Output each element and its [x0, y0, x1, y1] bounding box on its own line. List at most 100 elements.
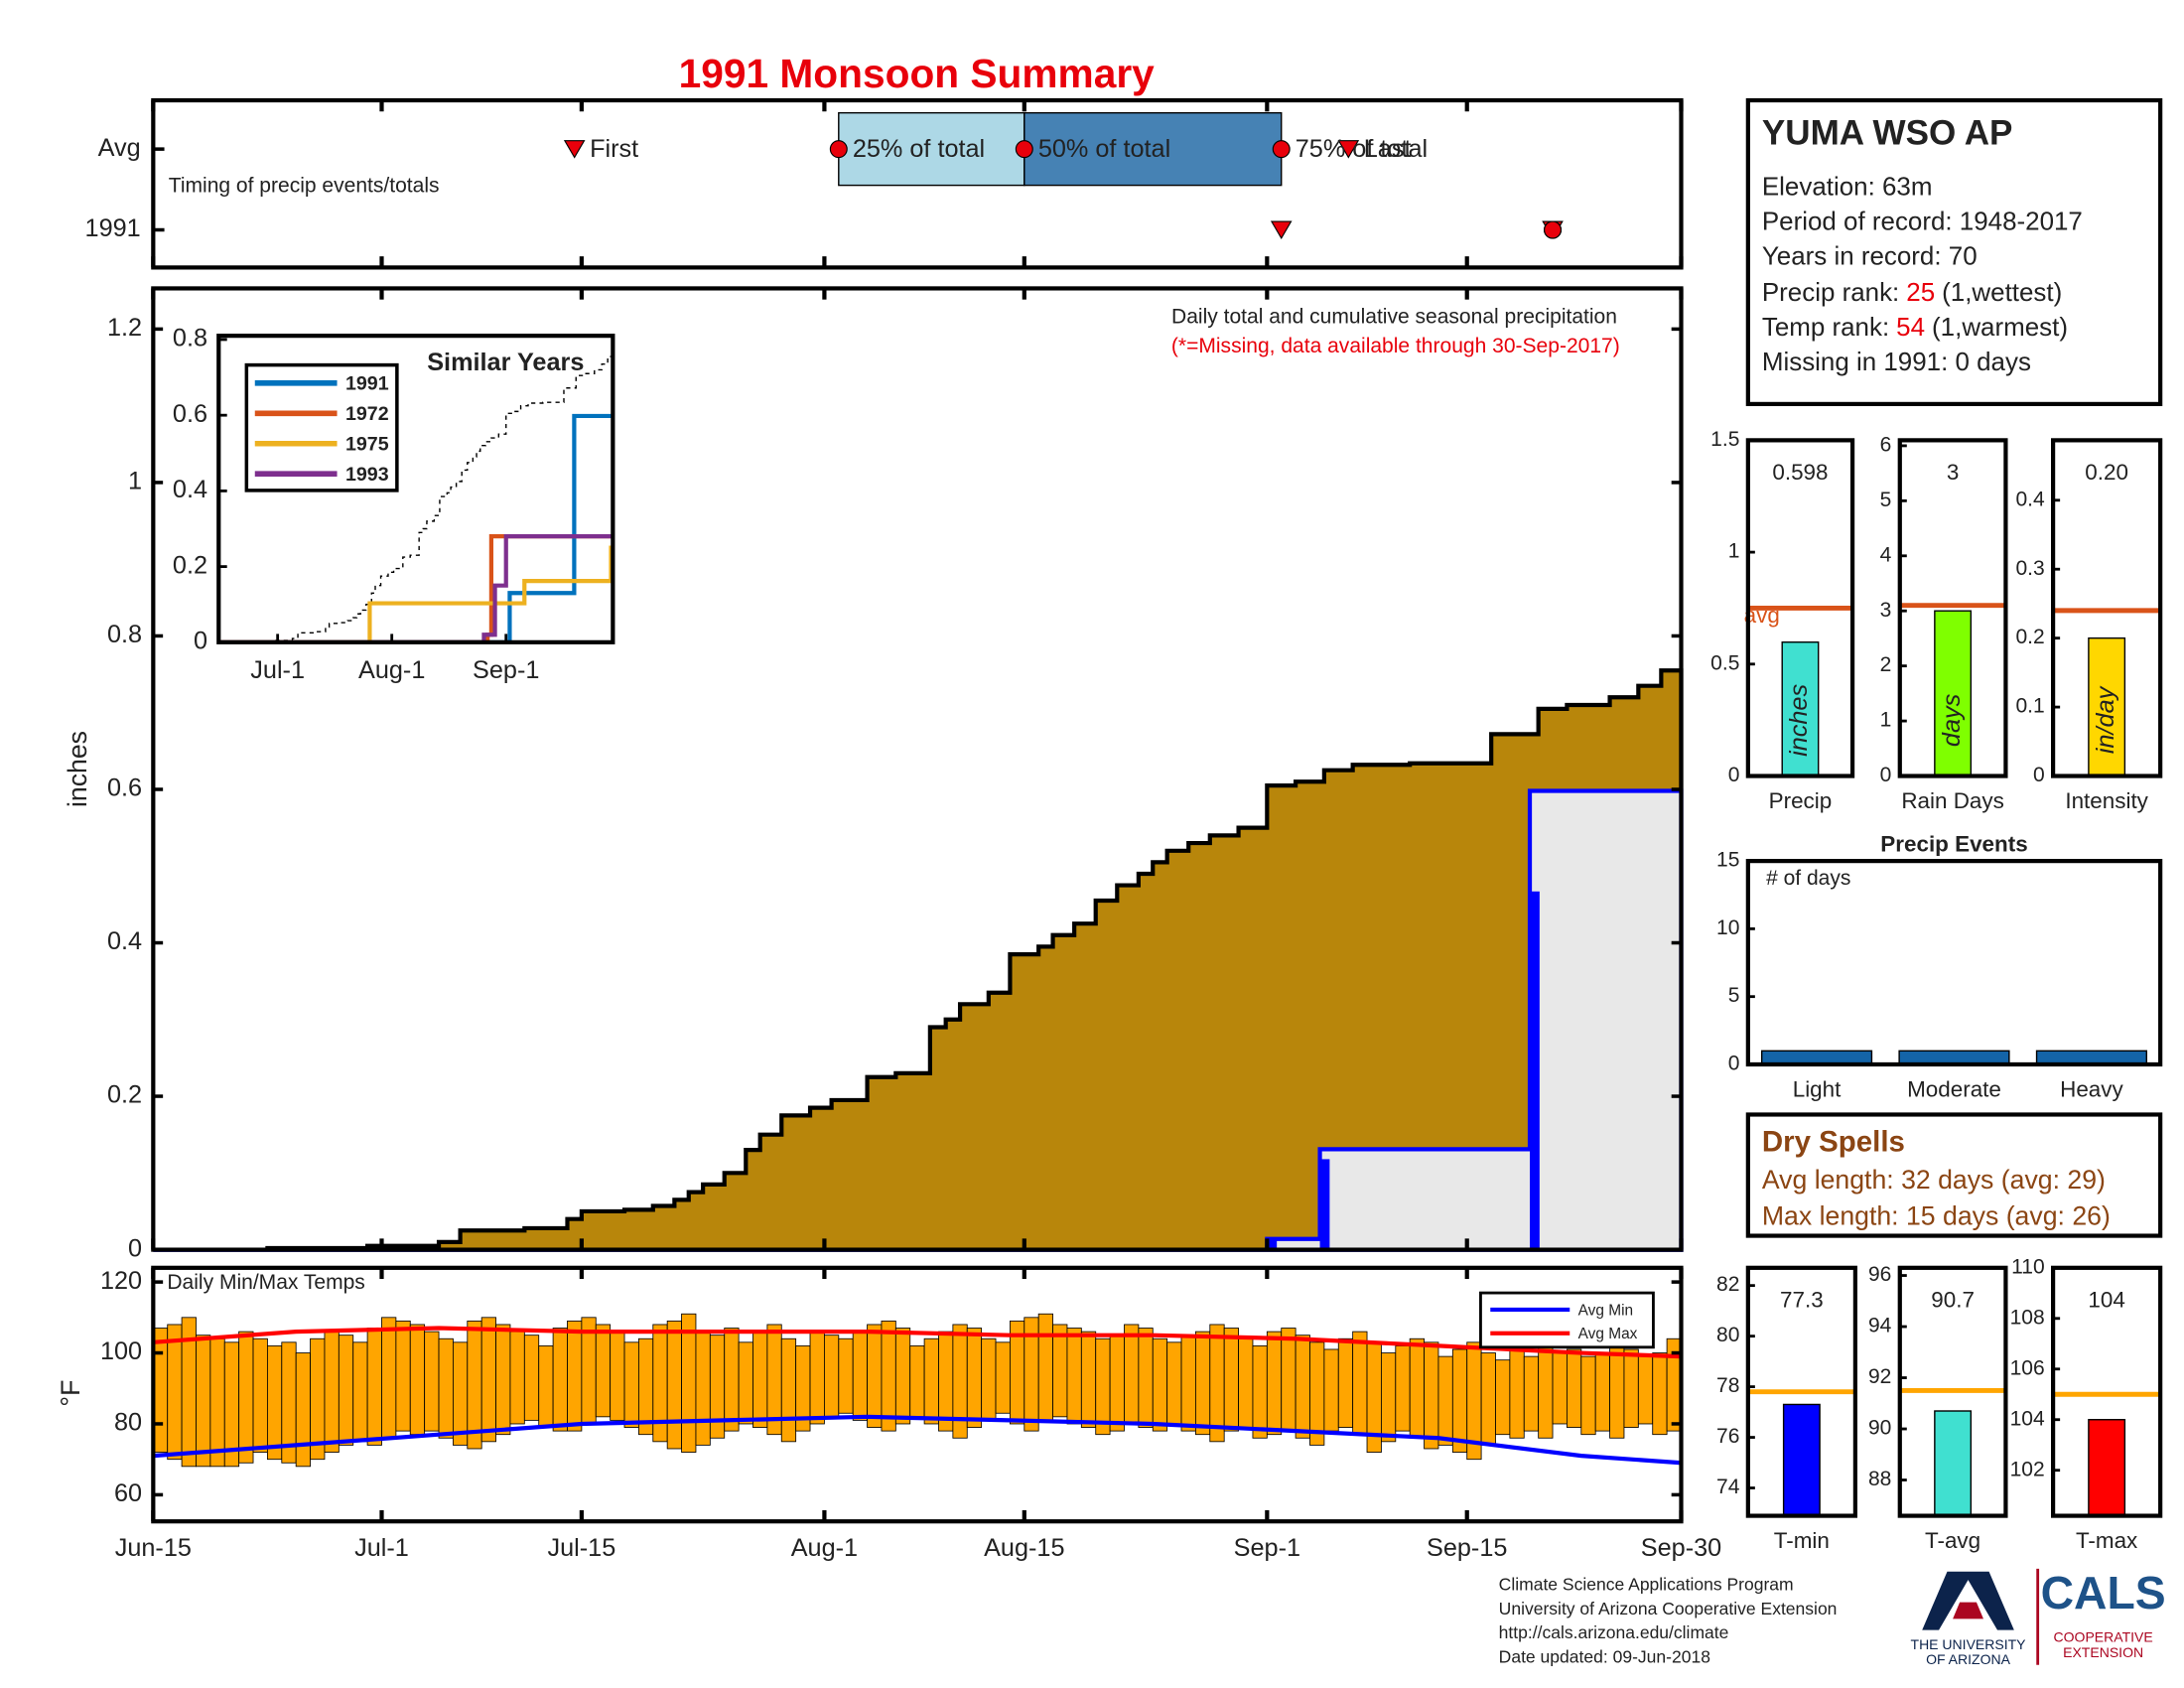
value-label: 104	[2088, 1287, 2124, 1312]
y-tick-label: 0.5	[1710, 651, 1739, 674]
temp-range-bar	[295, 1352, 311, 1468]
temp-range-bar	[823, 1335, 840, 1418]
y-tick-label: 0.3	[2015, 557, 2044, 580]
temp-range-bar	[1109, 1335, 1125, 1432]
inset-average-line	[218, 355, 614, 642]
temp-range-bar	[610, 1331, 625, 1421]
category-label: Rain Days	[1901, 788, 2003, 813]
temp-range-bar	[266, 1344, 283, 1461]
y-tick-label: 4	[1880, 543, 1892, 566]
temp-range-bar	[894, 1328, 911, 1425]
avg-temp-line	[153, 1326, 1682, 1359]
x-tick-label: Jul-1	[354, 1534, 409, 1562]
y-tick-label: 0.6	[107, 774, 142, 802]
event-marker	[1270, 220, 1293, 240]
footer-line: Climate Science Applications Program	[1499, 1574, 1794, 1594]
temp-range-bar	[724, 1328, 740, 1432]
temp-range-bar	[1652, 1352, 1668, 1436]
rank-value: 54	[1896, 314, 1925, 342]
temp-range-bar	[1495, 1359, 1511, 1436]
temp-range-bar	[1080, 1331, 1097, 1428]
y-tick-label: 0.4	[107, 927, 142, 955]
inset-title: Similar Years	[427, 349, 584, 376]
y-tick-label: 0.1	[2015, 695, 2044, 718]
category-label: Intensity	[2065, 788, 2148, 813]
temp-range-bar	[1180, 1335, 1196, 1432]
temp-range-bar	[1223, 1328, 1239, 1432]
marker-label: 25% of total	[853, 135, 985, 163]
y-tick-label: 1.2	[107, 314, 142, 342]
rank-label: Precip rank:	[1762, 279, 1899, 307]
dry-spell-box	[1745, 1112, 2163, 1238]
temp-range-bar	[1152, 1337, 1168, 1432]
inset-x-tick-label: Aug-1	[358, 656, 425, 684]
y-tick-label: 74	[1716, 1476, 1740, 1498]
avg-temp-line	[153, 1414, 1682, 1466]
temp-range-bar	[981, 1337, 997, 1421]
footer-line: University of Arizona Cooperative Extens…	[1499, 1599, 1838, 1618]
temp-range-bar	[424, 1331, 440, 1432]
temp-range-bar	[209, 1337, 225, 1468]
temp-range-bar	[923, 1337, 939, 1425]
mini-frame	[1745, 438, 1855, 778]
temp-range-bar	[381, 1317, 397, 1439]
logo-mark	[1922, 1568, 2040, 1665]
temp-range-bar	[324, 1331, 340, 1453]
bar	[2088, 1419, 2126, 1517]
category-label: Precip	[1769, 788, 1833, 813]
temp-range-bar	[395, 1320, 411, 1432]
logo-cals: CALS	[2041, 1567, 2166, 1618]
temp-range-bar	[666, 1320, 682, 1450]
temp-range-bar	[595, 1324, 612, 1418]
station-rank: Temp rank: 54 (1,warmest)	[1762, 314, 2068, 342]
value-label: 90.7	[1931, 1287, 1975, 1312]
temp-range-bar	[752, 1331, 768, 1428]
dry-title: Dry Spells	[1762, 1126, 1905, 1159]
temp-range-bar	[1052, 1324, 1068, 1418]
percent-marker	[1544, 220, 1563, 239]
station-box	[1745, 97, 2163, 407]
y-tick-label: 88	[1868, 1468, 1891, 1490]
logo-text: COOPERATIVE	[2054, 1629, 2153, 1645]
temp-range-bar	[1395, 1344, 1411, 1432]
temp-range-bar	[1580, 1355, 1596, 1436]
panel-title: Daily Min/Max Temps	[167, 1271, 364, 1294]
station-rank: Precip rank: 25 (1,wettest)	[1762, 279, 2062, 307]
x-tick-label: Jun-15	[115, 1534, 192, 1562]
temp-range-bar	[867, 1324, 883, 1428]
row-label: Avg	[98, 134, 141, 162]
inset-x-tick-label: Jul-1	[250, 656, 305, 684]
temp-range-bar	[1480, 1352, 1496, 1446]
temp-range-bar	[152, 1328, 169, 1453]
inset-y-tick-label: 0	[194, 628, 207, 655]
temp-range-bar	[452, 1341, 469, 1446]
category-label: T-max	[2076, 1528, 2137, 1553]
inset-y-tick-label: 0.4	[173, 476, 207, 503]
y-tick-label: 120	[100, 1267, 142, 1295]
bar	[1934, 610, 1973, 777]
temp-range-bar	[366, 1328, 382, 1446]
temp-range-bar	[1552, 1352, 1568, 1425]
percent-marker	[1015, 140, 1033, 159]
legend-label: Avg Max	[1578, 1326, 1638, 1342]
precip-frame	[151, 286, 1684, 1252]
temp-range-bar	[695, 1331, 711, 1446]
mini-bg	[1747, 861, 2161, 1064]
temp-range-bar	[409, 1324, 426, 1436]
temp-range-bar	[838, 1337, 854, 1414]
legend-label: 1972	[345, 403, 389, 425]
value-label: 3	[1947, 460, 1959, 485]
temp-range-bar	[881, 1320, 896, 1432]
temp-range-bar	[995, 1341, 1011, 1414]
y-tick-label: 80	[114, 1409, 142, 1437]
panel-label: Timing of precip events/totals	[169, 175, 440, 198]
y-tick-label: 80	[1716, 1324, 1739, 1346]
quartile-box	[1024, 111, 1283, 187]
y-tick-label: 1	[1728, 540, 1740, 563]
category-label: T-avg	[1925, 1528, 1980, 1553]
temp-range-bar	[681, 1313, 697, 1453]
y-axis-label: °F	[56, 1380, 85, 1407]
temp-range-bar	[1437, 1355, 1453, 1446]
